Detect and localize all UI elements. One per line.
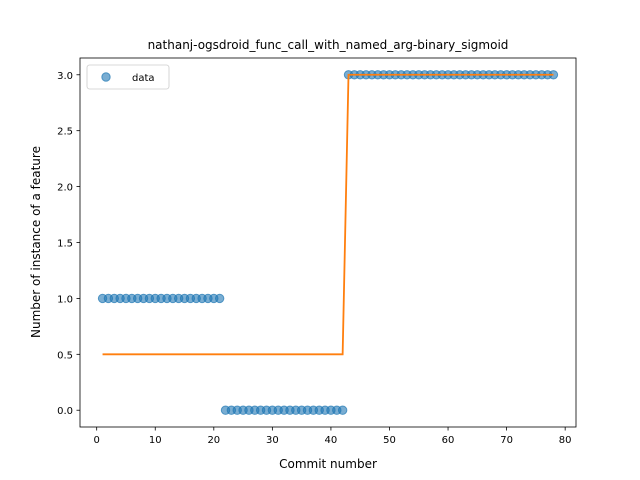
x-tick-label: 0 (94, 435, 100, 446)
y-tick-label: 1.0 (57, 294, 73, 305)
x-axis-title: Commit number (279, 457, 377, 471)
x-tick-label: 30 (266, 435, 279, 446)
y-tick-label: 1.5 (57, 239, 73, 250)
fit-line (102, 73, 554, 356)
x-tick-label: 70 (500, 435, 513, 446)
data-point (214, 293, 225, 304)
legend-marker (101, 72, 111, 82)
data-point (337, 405, 348, 415)
x-tick-label: 10 (149, 435, 162, 446)
y-tick-label: 0.5 (57, 350, 73, 361)
chart-title: nathanj-ogsdroid_func_call_with_named_ar… (148, 38, 509, 52)
y-tick-label: 2.5 (57, 127, 73, 138)
y-axis-title: Number of instance of a feature (29, 146, 43, 338)
x-tick-label: 20 (207, 435, 220, 446)
x-tick-label: 50 (383, 435, 396, 446)
plot-area (97, 70, 559, 415)
x-tick-label: 60 (442, 435, 455, 446)
legend: data (86, 64, 170, 90)
x-tick-label: 80 (559, 435, 572, 446)
y-tick-label: 0.0 (57, 406, 73, 417)
y-tick-label: 2.0 (57, 183, 73, 194)
legend-label: data (132, 73, 155, 84)
axes: 0 10 20 30 40 50 60 70 80 0.0 0.5 1.0 1.5 2.0 2.5 3.0 (57, 57, 577, 446)
x-tick-label: 40 (325, 435, 338, 446)
y-tick-label: 3.0 (57, 71, 73, 82)
legend-box (86, 64, 170, 90)
